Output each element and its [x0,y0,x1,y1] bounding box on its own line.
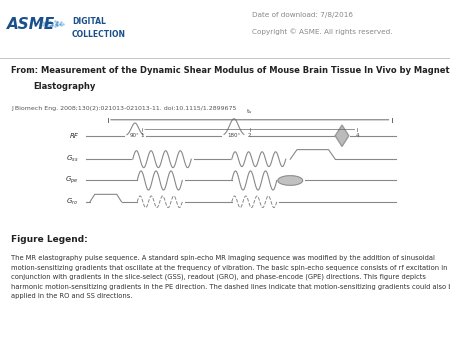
Text: Copyright © ASME. All rights reserved.: Copyright © ASME. All rights reserved. [252,28,392,35]
Text: RF: RF [70,133,79,139]
Text: Figure Legend:: Figure Legend: [11,235,88,244]
Text: 90°: 90° [130,132,140,138]
Polygon shape [278,176,302,185]
Text: COLLECTION: COLLECTION [72,30,126,39]
Text: 4: 4 [356,132,359,138]
Text: The MR elastography pulse sequence. A standard spin-echo MR imaging sequence was: The MR elastography pulse sequence. A st… [11,255,450,299]
Polygon shape [335,125,349,146]
Text: Elastography: Elastography [34,82,96,91]
Text: 2: 2 [248,132,252,138]
Text: From: Measurement of the Dynamic Shear Modulus of Mouse Brain Tissue In Vivo by : From: Measurement of the Dynamic Shear M… [11,66,450,75]
Text: Date of download: 7/8/2016: Date of download: 7/8/2016 [252,12,353,18]
Text: DIGITAL: DIGITAL [72,17,106,26]
Text: t$_s$: t$_s$ [247,107,253,116]
Text: G$_{ss}$: G$_{ss}$ [66,154,79,164]
Text: G$_{ro}$: G$_{ro}$ [67,197,79,207]
Text: 180°: 180° [227,132,241,138]
Text: J Biomech Eng. 2008;130(2):021013-021013-11. doi:10.1115/1.2899675: J Biomech Eng. 2008;130(2):021013-021013… [11,106,237,111]
Text: G$_{pe}$: G$_{pe}$ [65,175,79,186]
Text: 1: 1 [140,132,144,138]
Text: ASME: ASME [7,17,55,31]
